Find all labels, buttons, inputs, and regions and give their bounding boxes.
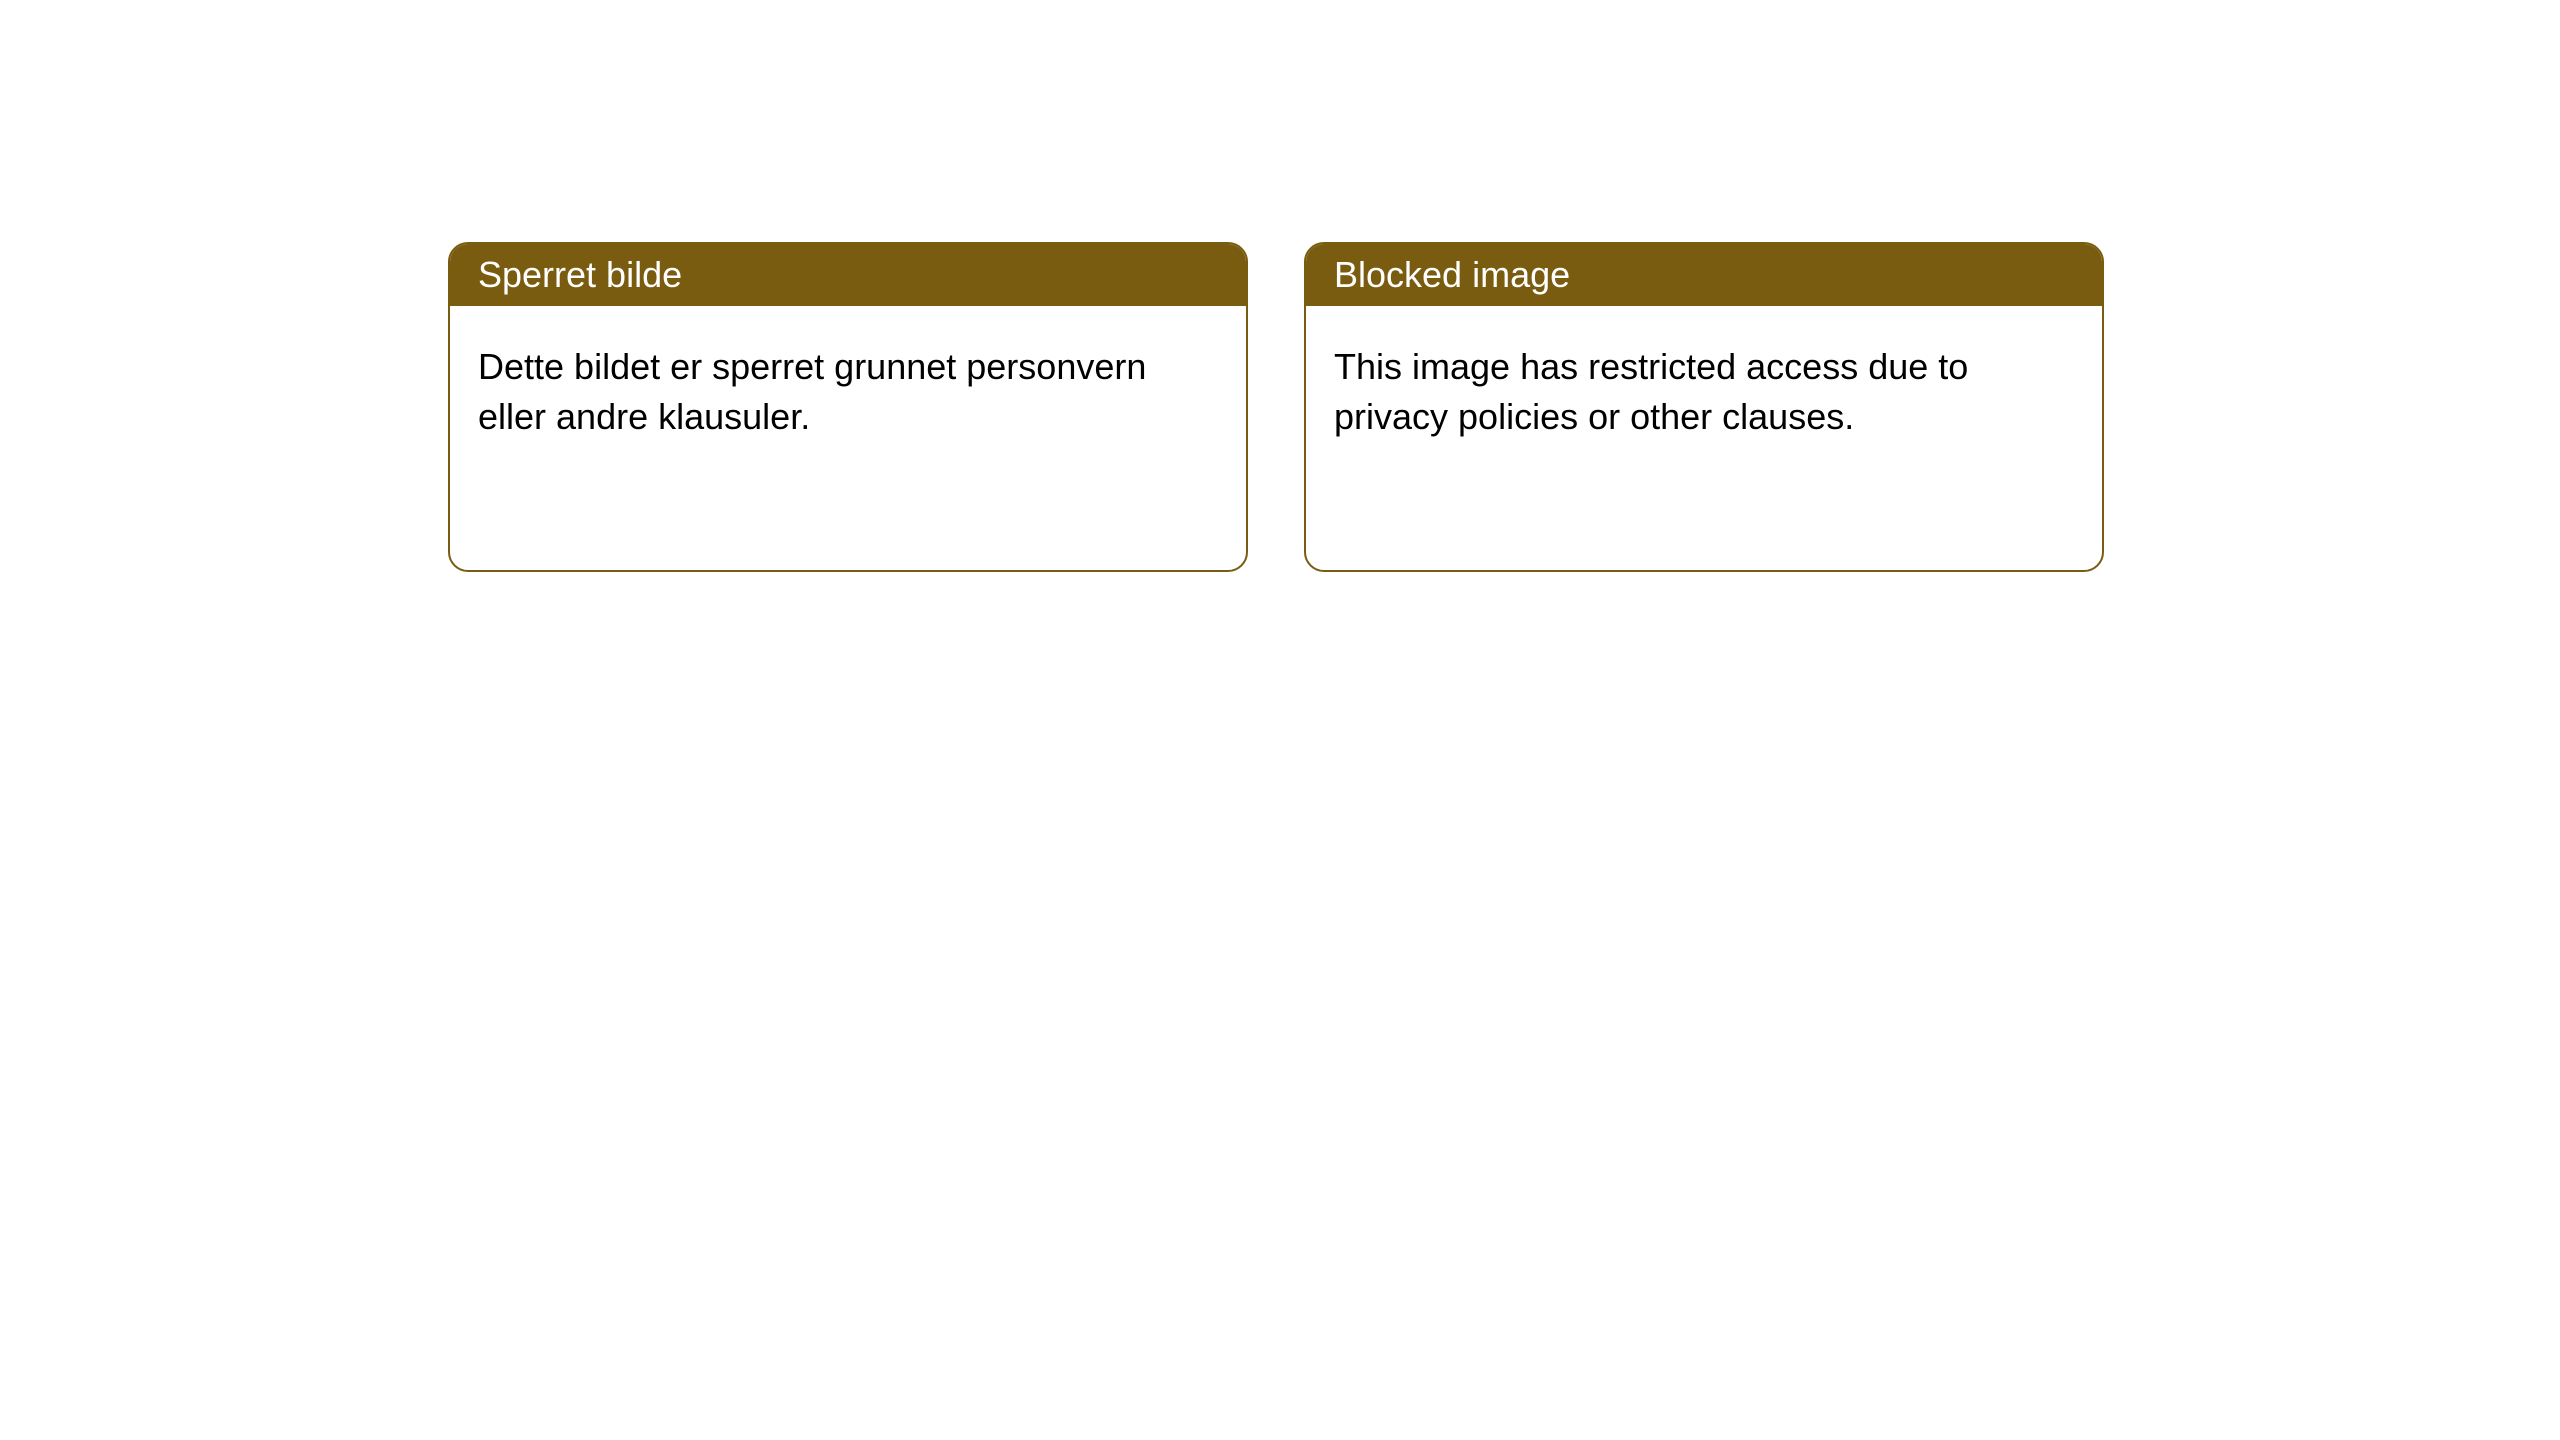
notice-title: Sperret bilde — [478, 254, 682, 295]
notice-body-text: This image has restricted access due to … — [1334, 346, 1968, 437]
notice-container: Sperret bilde Dette bildet er sperret gr… — [0, 0, 2560, 572]
notice-body: This image has restricted access due to … — [1306, 306, 2102, 479]
notice-title: Blocked image — [1334, 254, 1570, 295]
notice-header: Blocked image — [1306, 244, 2102, 306]
notice-body-text: Dette bildet er sperret grunnet personve… — [478, 346, 1146, 437]
notice-header: Sperret bilde — [450, 244, 1246, 306]
notice-card-norwegian: Sperret bilde Dette bildet er sperret gr… — [448, 242, 1248, 572]
notice-body: Dette bildet er sperret grunnet personve… — [450, 306, 1246, 479]
notice-card-english: Blocked image This image has restricted … — [1304, 242, 2104, 572]
